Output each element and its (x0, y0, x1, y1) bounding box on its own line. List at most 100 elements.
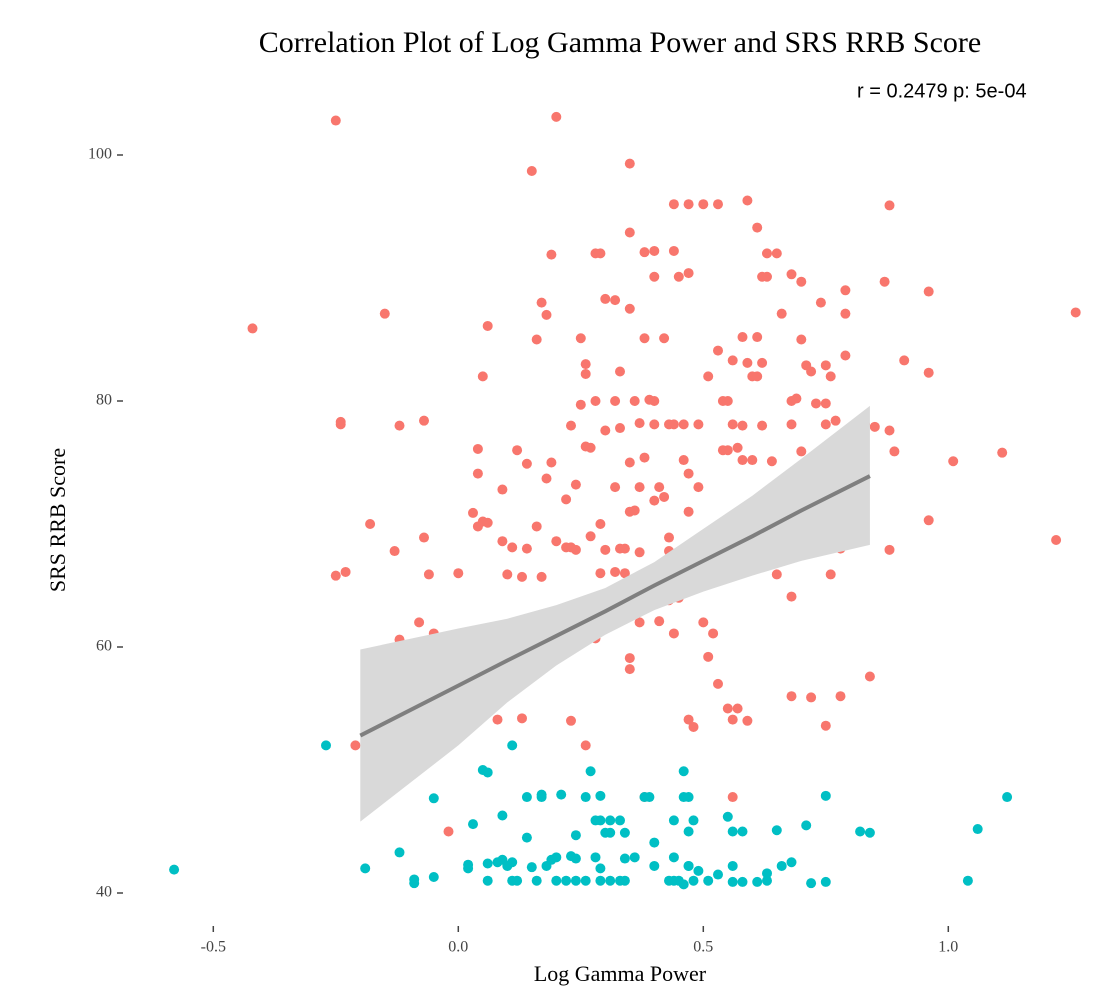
point (659, 491, 670, 502)
point (811, 398, 821, 409)
point (610, 295, 621, 306)
point (683, 199, 694, 210)
point (468, 819, 478, 830)
point (247, 323, 258, 334)
point (703, 371, 714, 382)
point (678, 766, 689, 777)
point (605, 815, 616, 826)
point (634, 418, 645, 429)
point (673, 271, 684, 282)
point (634, 547, 645, 558)
point (864, 671, 875, 682)
point (497, 484, 508, 495)
point (595, 248, 606, 259)
x-tick-label: -0.5 (201, 939, 226, 956)
point (815, 297, 826, 308)
point (585, 766, 596, 777)
point (698, 199, 709, 210)
point (776, 308, 787, 319)
point (708, 628, 719, 639)
point (580, 368, 591, 379)
confidence-band (360, 405, 870, 822)
point (566, 420, 576, 431)
y-tick-label: 40 (96, 884, 112, 901)
point (840, 350, 851, 361)
point (649, 245, 660, 256)
point (624, 303, 635, 314)
point (585, 442, 596, 453)
point (948, 456, 959, 467)
point (610, 482, 621, 493)
point (379, 308, 390, 319)
point (600, 425, 611, 436)
point (512, 445, 523, 456)
point (668, 419, 679, 430)
point (619, 543, 630, 554)
point (644, 792, 655, 803)
point (531, 521, 542, 532)
point (482, 767, 493, 778)
chart-title: Correlation Plot of Log Gamma Power and … (259, 26, 981, 59)
point (899, 355, 910, 366)
point (649, 419, 660, 430)
point (776, 860, 787, 871)
point (600, 544, 611, 555)
point (693, 419, 704, 430)
point (654, 482, 665, 493)
point (521, 543, 532, 554)
point (428, 872, 439, 883)
point (482, 517, 493, 528)
point (477, 371, 488, 382)
point (580, 359, 591, 370)
point (659, 333, 670, 344)
point (472, 468, 483, 479)
point (610, 396, 621, 406)
point (747, 455, 758, 466)
point (771, 248, 782, 259)
point (634, 482, 645, 493)
point (335, 416, 346, 427)
point (541, 309, 552, 320)
point (796, 446, 807, 457)
point (771, 569, 782, 580)
point (649, 837, 660, 848)
point (688, 875, 699, 886)
point (580, 875, 591, 886)
point (570, 544, 581, 555)
point (752, 876, 763, 887)
point (727, 826, 738, 837)
point (688, 815, 699, 826)
point (321, 740, 331, 751)
point (453, 568, 464, 579)
point (732, 442, 743, 453)
point (806, 366, 817, 377)
point (590, 852, 601, 863)
point (820, 790, 831, 801)
fit-line (359, 474, 871, 738)
x-tick-label: 0.5 (693, 939, 713, 956)
point (624, 457, 635, 468)
point (649, 396, 660, 406)
point (570, 875, 581, 886)
point (639, 333, 650, 344)
point (1070, 307, 1081, 318)
point (566, 715, 576, 726)
point (595, 519, 606, 529)
point (762, 875, 772, 886)
point (840, 308, 851, 319)
point (678, 455, 689, 466)
point (683, 792, 694, 803)
point (786, 591, 797, 602)
point (419, 532, 429, 543)
point (693, 865, 704, 876)
point (889, 446, 900, 457)
point (923, 515, 934, 526)
point (492, 714, 503, 725)
point (683, 468, 694, 479)
point (840, 285, 851, 296)
point (624, 227, 635, 238)
point (507, 740, 518, 751)
point (561, 494, 572, 505)
point (507, 542, 518, 553)
point (668, 852, 679, 863)
